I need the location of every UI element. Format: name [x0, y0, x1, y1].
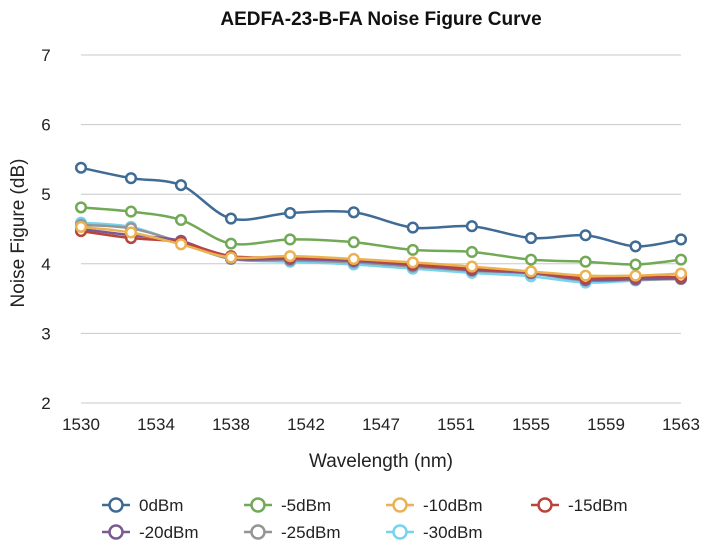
- x-tick-label: 1563: [662, 415, 700, 434]
- legend-label: 0dBm: [139, 496, 183, 515]
- data-point: [284, 233, 297, 246]
- data-point: [174, 238, 188, 251]
- data-point: [174, 179, 188, 192]
- legend-marker: [108, 497, 124, 513]
- legend-marker: [537, 497, 553, 513]
- x-tick-label: 1530: [62, 415, 100, 434]
- data-point: [224, 251, 238, 264]
- legend-label: -20dBm: [139, 523, 199, 542]
- data-point: [524, 231, 538, 245]
- legend-marker: [392, 524, 408, 540]
- series--5dBm: [74, 201, 688, 271]
- x-tick-label: 1534: [137, 415, 175, 434]
- data-point: [465, 245, 478, 259]
- legend-marker: [250, 497, 266, 513]
- legend-label: -10dBm: [423, 496, 483, 515]
- series-layer: [74, 161, 688, 289]
- legend-item: 0dBm: [102, 496, 183, 515]
- data-point: [347, 236, 360, 249]
- data-point: [74, 220, 88, 233]
- data-point: [629, 258, 642, 271]
- data-point: [347, 206, 360, 219]
- legend-item: -20dBm: [102, 523, 199, 542]
- x-axis-label: Wavelength (nm): [309, 451, 453, 472]
- data-point: [74, 161, 88, 174]
- data-point: [124, 226, 138, 239]
- legend-item: -10dBm: [386, 496, 483, 515]
- legend-item: -25dBm: [244, 523, 341, 542]
- data-point: [524, 253, 538, 266]
- y-tick-label: 3: [41, 324, 50, 343]
- data-point: [579, 269, 592, 282]
- data-point: [674, 233, 688, 246]
- legend-item: -15dBm: [531, 496, 628, 515]
- data-point: [579, 255, 592, 268]
- legend-marker: [392, 497, 408, 513]
- x-tick-label: 1538: [212, 415, 250, 434]
- x-tick-label: 1555: [512, 415, 550, 434]
- data-point: [674, 253, 688, 266]
- data-point: [524, 265, 538, 278]
- series--10dBm: [74, 220, 688, 282]
- legend-item: -5dBm: [244, 496, 331, 515]
- data-point: [406, 243, 419, 256]
- legend-label: -5dBm: [281, 496, 331, 515]
- data-point: [224, 212, 238, 225]
- x-tick-label: 1559: [587, 415, 625, 434]
- y-axis-label: Noise Figure (dB): [8, 159, 29, 308]
- data-point: [284, 250, 297, 263]
- legend-label: -15dBm: [568, 496, 628, 515]
- legend-label: -25dBm: [281, 523, 341, 542]
- data-point: [124, 205, 138, 218]
- data-point: [406, 256, 419, 269]
- legend-marker: [250, 524, 266, 540]
- legend-label: -30dBm: [423, 523, 483, 542]
- data-point: [74, 201, 88, 214]
- y-tick-label: 5: [41, 185, 50, 204]
- data-point: [674, 267, 688, 280]
- x-tick-label: 1542: [287, 415, 325, 434]
- data-point: [629, 240, 642, 253]
- x-tick-label: 1547: [362, 415, 400, 434]
- data-point: [174, 213, 188, 227]
- data-point: [629, 269, 642, 282]
- x-tick-label: 1551: [437, 415, 475, 434]
- series-0dBm: [74, 161, 688, 253]
- data-point: [406, 221, 419, 234]
- y-tick-label: 6: [41, 116, 50, 135]
- legend-marker: [108, 524, 124, 540]
- data-point: [579, 229, 592, 242]
- data-point: [465, 220, 478, 233]
- data-point: [224, 237, 238, 250]
- y-tick-label: 2: [41, 394, 50, 413]
- chart-title: AEDFA-23-B-FA Noise Figure Curve: [220, 9, 541, 30]
- x-tick-labels: 1530 1534 1538 1542 1547 1551 1555 1559 1563: [62, 415, 700, 434]
- y-tick-label: 7: [41, 46, 50, 65]
- y-tick-labels: 2 3 4 5 6 7: [41, 46, 50, 413]
- y-tick-label: 4: [41, 255, 50, 274]
- legend-item: -30dBm: [386, 523, 483, 542]
- data-point: [465, 260, 478, 273]
- data-point: [347, 252, 360, 265]
- legend: 0dBm -5dBm -10dBm -15dBm -20dBm -25dBm -30dBm: [102, 496, 628, 542]
- data-point: [284, 206, 297, 220]
- grid-lines: [81, 54, 681, 404]
- data-point: [124, 172, 138, 185]
